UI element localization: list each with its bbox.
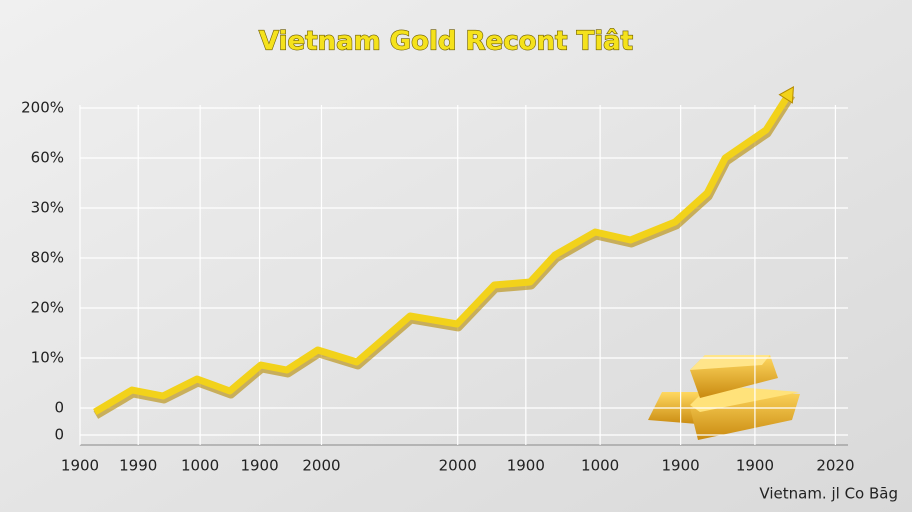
x-tick-label: 1900	[240, 457, 278, 475]
y-tick-label: 0	[54, 426, 64, 444]
y-tick-label: 30%	[31, 199, 64, 217]
x-tick-label: 2000	[302, 457, 340, 475]
x-tick-label: 2020	[816, 457, 854, 475]
y-tick-label: 200%	[21, 99, 64, 117]
y-tick-label: 80%	[31, 249, 64, 267]
line	[93, 90, 794, 416]
y-tick-label: 10%	[31, 349, 64, 367]
y-tick-label: 0	[54, 399, 64, 417]
x-tick-label: 1000	[181, 457, 219, 475]
x-tick-label: 1000	[581, 457, 619, 475]
footer: Vietnam. jl Co Bāg	[759, 485, 898, 503]
gold-bars	[648, 355, 800, 440]
x-tick-label: 1900	[662, 457, 700, 475]
y-tick-label: 20%	[31, 299, 64, 317]
x-tick-label: 1990	[119, 457, 157, 475]
x-tick-label: 2000	[439, 457, 477, 475]
y-tick-label: 60%	[31, 149, 64, 167]
x-tick-label: 1900	[507, 457, 545, 475]
chart-title: Vietnam Gold Recont Tiât	[259, 27, 633, 57]
x-tick-label: 1900	[61, 457, 99, 475]
arrow-head	[778, 86, 794, 104]
x-tick-label: 1900	[736, 457, 774, 475]
